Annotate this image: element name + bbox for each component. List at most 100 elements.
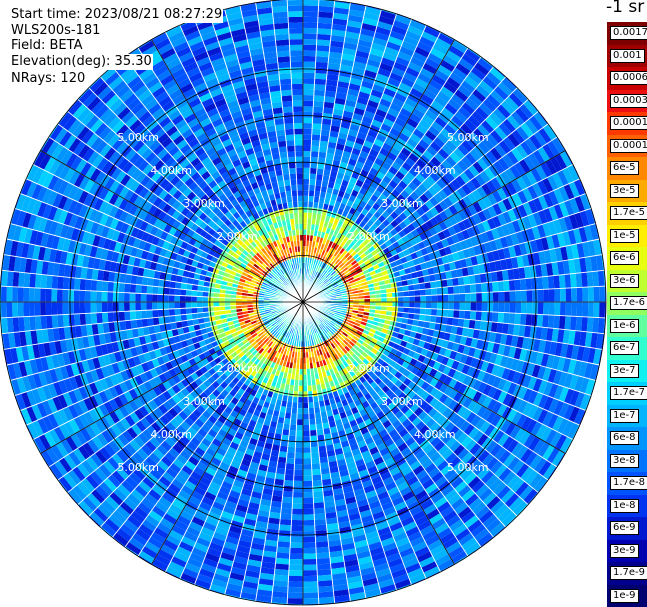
beta-cell [542,124,557,141]
beta-cell [497,281,505,292]
beta-cell [345,245,352,253]
beta-cell [337,132,348,140]
beta-cell [432,42,449,55]
beta-cell [472,161,484,174]
beta-cell [303,564,318,571]
beta-cell [379,98,392,108]
beta-cell [346,274,353,280]
beta-cell [312,117,323,124]
beta-cell [401,161,413,172]
beta-cell [509,290,516,302]
beta-cell [493,160,505,174]
beta-cell [473,128,486,142]
beta-cell [313,100,324,108]
beta-cell [129,310,137,321]
beta-cell [303,195,309,202]
beta-cell [313,491,324,498]
beta-cell [314,271,319,278]
beta-cell [481,311,488,322]
beta-cell [343,281,350,286]
beta-cell [312,485,323,492]
beta-cell [453,302,460,311]
beta-cell [355,232,363,240]
beta-cell [361,182,371,191]
beta-cell [325,85,338,93]
beta-cell [213,302,220,307]
beta-cell [366,234,374,243]
beta-cell [400,77,415,88]
beta-cell [315,259,319,266]
beta-cell [553,188,565,204]
beta-cell [315,174,324,181]
beta-cell [520,313,527,326]
beta-cell [315,535,329,543]
beta-cell [487,192,498,206]
beta-cell [322,107,334,115]
beta-cell [481,292,488,302]
beta-cell [531,314,538,327]
beta-cell [498,302,505,313]
beta-cell [326,274,333,280]
beta-cell [434,152,446,164]
beta-cell [409,296,415,302]
beta-cell [399,46,415,57]
beta-cell [293,480,303,487]
beta-cell [515,144,529,159]
beta-cell [526,290,533,302]
beta-cell [444,102,458,116]
beta-cell [353,107,366,116]
beta-cell [326,147,336,155]
beta-cell [402,102,415,114]
beta-cell [492,108,507,123]
beta-cell [360,28,376,38]
beta-cell [492,203,503,216]
beta-cell [429,226,438,236]
beta-cell [339,286,346,290]
beta-cell [152,294,158,302]
beta-cell [427,52,443,65]
beta-cell [399,107,413,118]
beta-cell [357,249,364,257]
beta-cell [411,210,421,220]
beta-cell [328,136,338,144]
beta-cell [545,159,558,175]
beta-cell [315,61,329,69]
beta-cell [413,187,424,198]
beta-cell [414,77,429,89]
beta-cell [68,302,74,315]
beta-cell [409,191,420,201]
beta-cell [515,290,522,302]
beta-cell [391,97,405,108]
beta-cell [456,186,468,199]
beta-cell [40,302,46,316]
beta-cell [295,436,303,442]
beta-cell [323,101,335,109]
beta-cell [414,302,421,309]
beta-cell [567,164,579,182]
beta-cell [368,94,382,104]
beta-cell [497,213,507,226]
beta-cell [363,177,373,186]
beta-cell [124,311,131,321]
beta-cell [347,88,360,97]
beta-cell [344,260,351,267]
beta-cell [314,78,327,85]
beta-cell [373,253,381,260]
beta-cell [443,196,454,208]
beta-cell [303,413,310,420]
beta-cell [286,457,295,464]
beta-cell [479,170,491,184]
beta-cell [537,146,551,163]
beta-cell [460,123,474,136]
beta-cell [398,296,404,302]
beta-cell [310,151,319,158]
beta-cell [313,502,325,509]
beta-cell [558,201,569,218]
beta-cell [526,302,533,314]
beta-cell [425,209,435,220]
beta-cell [303,111,313,118]
beta-cell [314,190,321,197]
beta-cell [487,217,497,230]
beta-cell [397,151,409,162]
beta-cell [405,30,422,42]
